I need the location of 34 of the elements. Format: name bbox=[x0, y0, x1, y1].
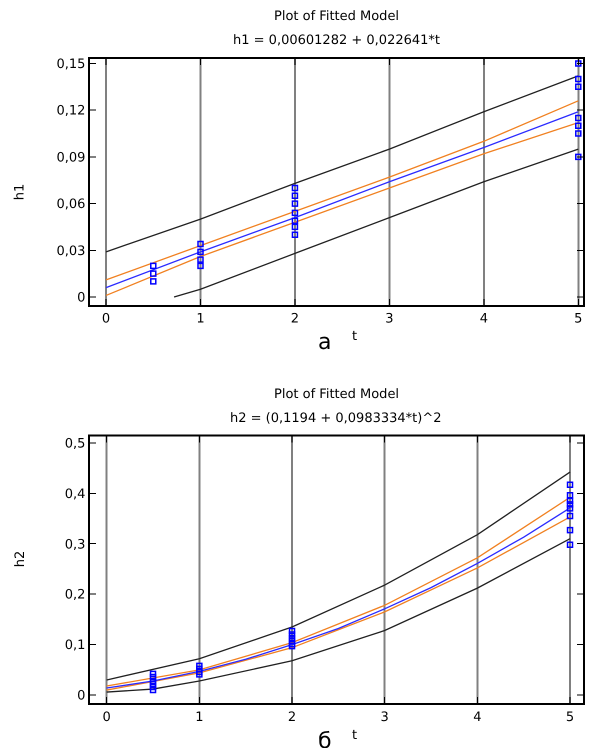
y-tick-label: 0,5 bbox=[64, 436, 86, 452]
y-tick-label: 0 bbox=[77, 290, 86, 306]
x-tick-label: 0 bbox=[102, 311, 110, 326]
y-tick-label: 0,2 bbox=[64, 588, 86, 603]
x-tick-label: 0 bbox=[102, 710, 111, 725]
y-tick-label: 0,15 bbox=[56, 56, 86, 72]
x-tick-label: 2 bbox=[288, 710, 296, 725]
chart-subtitle: h2 = (0,1194 + 0,0983334*t)^2 bbox=[230, 411, 442, 426]
x-tick-label: 5 bbox=[566, 710, 574, 725]
y-tick-label: 0,1 bbox=[64, 638, 86, 654]
chart-title: Plot of Fitted Model bbox=[274, 9, 400, 24]
text: а bbox=[318, 330, 332, 355]
x-tick-label: 3 bbox=[380, 710, 389, 725]
x-tick-label: 4 bbox=[473, 710, 482, 725]
x-tick-label: 5 bbox=[574, 311, 582, 326]
y-tick-label: 0,09 bbox=[56, 150, 86, 166]
text: б bbox=[318, 729, 332, 748]
x-tick-label: 3 bbox=[385, 311, 394, 326]
x-tick-label: 4 bbox=[480, 311, 488, 326]
y-tick-label: 0,3 bbox=[64, 537, 86, 552]
x-tick-label: 1 bbox=[196, 311, 205, 326]
y-tick-label: 0,03 bbox=[56, 244, 86, 259]
chart-subtitle: h1 = 0,00601282 + 0,022641*t bbox=[233, 33, 440, 48]
y-tick-label: 0,4 bbox=[64, 486, 86, 502]
y-tick-label: 0 bbox=[77, 688, 86, 704]
y-tick-label: 0,06 bbox=[56, 197, 86, 212]
y-axis-title: h2 bbox=[12, 550, 28, 568]
y-axis-title: h1 bbox=[12, 184, 28, 200]
y-tick-label: 0,12 bbox=[56, 104, 86, 119]
x-axis-title: t bbox=[352, 329, 358, 344]
x-tick-label: 1 bbox=[195, 710, 204, 725]
chart-title: Plot of Fitted Model bbox=[274, 387, 400, 402]
x-tick-label: 2 bbox=[290, 311, 300, 326]
x-axis-title: t bbox=[352, 728, 358, 743]
